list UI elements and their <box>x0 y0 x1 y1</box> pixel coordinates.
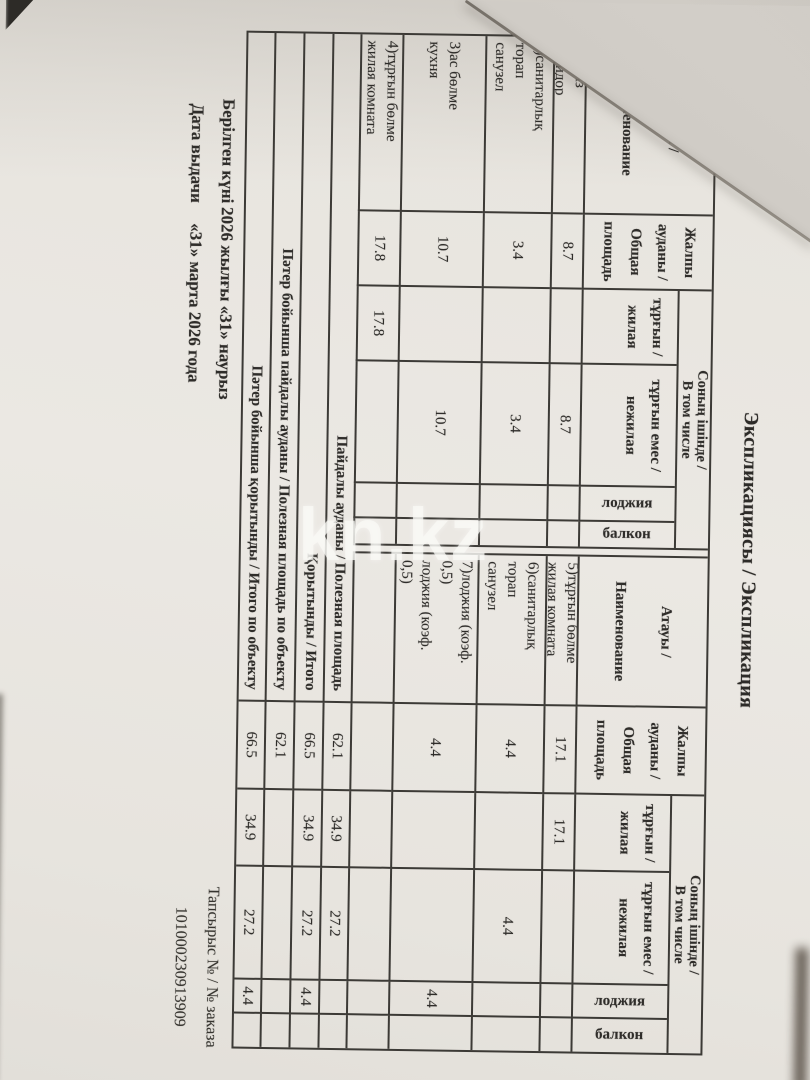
room-name-cell: 5)тұрғын бөлме жилая комната <box>543 556 578 707</box>
summary-balcony-cell <box>233 1014 259 1047</box>
header-name-cell: Атауы / Наименование <box>575 556 708 709</box>
total-area-cell: 17.1 <box>542 706 576 795</box>
nonliving-area-cell: 8.7 <box>546 364 581 487</box>
room-name-cell: 6)санитарлық торап санузел <box>475 555 546 707</box>
living-area-cell: 17.8 <box>355 286 399 362</box>
living-area-cell: 17.1 <box>541 794 575 872</box>
summary-loggia-cell <box>317 980 347 1016</box>
total-area-cell: 17.8 <box>356 211 400 287</box>
header-living-cell: тұрғын / жилая <box>580 289 678 367</box>
summary-loggia-cell <box>259 979 290 1015</box>
header-including-cell: Соның ішінде / В том числе <box>673 291 712 549</box>
loggia-area-cell <box>395 483 479 521</box>
summary-nonliving-cell: 27.2 <box>289 867 321 981</box>
summary-nonliving-cell: 27.2 <box>318 867 349 982</box>
summary-loggia-cell: 4.4 <box>288 980 319 1015</box>
header-balcony-cell: балкон <box>570 1018 667 1053</box>
order-number-block: Тапсырыс № / № заказа 101000230913909 <box>162 866 229 1067</box>
summary-balcony-cell <box>288 1014 318 1048</box>
loggia-area-cell <box>470 983 540 1019</box>
header-loggia-cell: лоджия <box>578 486 675 523</box>
living-area-cell <box>348 791 392 869</box>
total-area-cell: 4.4 <box>391 703 476 794</box>
summary-living-cell: 34.9 <box>291 790 322 868</box>
summary-balcony-cell <box>317 1014 346 1049</box>
total-area-cell: 4.4 <box>474 705 544 795</box>
room-name-cell: 2)санитарлық торап санузел <box>482 36 554 215</box>
loggia-area-cell <box>478 485 547 522</box>
summary-nonliving-cell <box>260 866 292 981</box>
room-name-cell <box>350 553 395 704</box>
balcony-area-cell <box>352 518 396 544</box>
room-name-cell: 4)тұрғын бөлме жилая комната <box>357 34 403 212</box>
living-area-cell <box>473 793 543 872</box>
nonliving-area-cell: 10.7 <box>395 361 481 486</box>
summary-loggia-cell: 4.4 <box>233 979 261 1014</box>
loggia-area-cell <box>353 483 396 519</box>
summary-total-cell: 62.1 <box>321 702 351 792</box>
total-area-cell: 8.7 <box>549 214 583 290</box>
total-area-cell: 3.4 <box>481 213 551 290</box>
header-living-cell: тұрғын / жилая <box>573 794 671 873</box>
living-area-cell <box>480 288 550 365</box>
living-area-cell <box>397 286 482 364</box>
summary-balcony-cell <box>259 1013 289 1048</box>
header-including-cell: Соның ішінде / В том числе <box>666 795 705 1054</box>
living-area-cell <box>548 289 582 365</box>
header-balcony-cell: балкон <box>577 521 675 548</box>
header-nonliving-cell: тұрғын емес / нежилая <box>578 364 677 488</box>
nonliving-area-cell: 4.4 <box>471 870 542 985</box>
summary-living-cell: 34.9 <box>236 789 264 867</box>
order-number-label: Тапсырыс № / № заказа <box>202 886 222 1048</box>
balcony-area-cell <box>394 518 479 546</box>
balcony-area-cell <box>538 1018 571 1052</box>
summary-total-cell: 66.5 <box>292 702 323 791</box>
summary-total-cell: 62.1 <box>263 701 294 791</box>
header-total-area-cell: Жалпы ауданы / Общая площадь <box>574 706 706 797</box>
issue-date-value: 2026 жылғы «31» наурыз «31» марта 2026 г… <box>184 207 237 400</box>
loggia-area-cell <box>538 984 572 1019</box>
nonliving-area-cell <box>353 361 398 484</box>
summary-living-cell: 34.9 <box>320 790 350 869</box>
header-loggia-cell: лоджия <box>570 984 668 1020</box>
nonliving-area-cell <box>346 868 391 982</box>
loggia-area-cell: 4.4 <box>387 981 472 1018</box>
nonliving-area-cell <box>388 868 474 984</box>
explication-table: Атауы / Наименование Жалпы ауданы / Обща… <box>231 30 718 1056</box>
loggia-area-cell <box>345 981 389 1016</box>
summary-nonliving-cell: 27.2 <box>234 866 263 980</box>
room-name-cell: 7)лоджия (коэф. 0,5) лоджия (коэф. 0,5) <box>392 553 478 706</box>
loggia-area-cell <box>546 486 579 522</box>
living-area-cell <box>390 791 475 871</box>
summary-living-cell <box>262 789 293 868</box>
scan-edge-artifact <box>793 947 808 1080</box>
order-number-value: 101000230913909 <box>170 906 190 1027</box>
total-area-cell: 10.7 <box>398 211 483 289</box>
nonliving-area-cell: 3.4 <box>478 363 549 487</box>
balcony-area-cell <box>345 1015 388 1049</box>
total-area-cell <box>349 703 393 792</box>
header-nonliving-cell: тұрғын емес / нежилая <box>571 871 670 986</box>
balcony-area-cell <box>470 1017 539 1052</box>
room-name-cell: 3)ас бөлме кухня <box>399 34 486 214</box>
balcony-area-cell <box>477 520 547 547</box>
balcony-area-cell <box>387 1015 471 1051</box>
balcony-area-cell <box>545 521 579 547</box>
header-total-area-cell: Жалпы ауданы / Общая площадь <box>581 214 713 292</box>
nonliving-area-cell <box>539 871 574 985</box>
summary-total-cell: 66.5 <box>237 701 265 790</box>
